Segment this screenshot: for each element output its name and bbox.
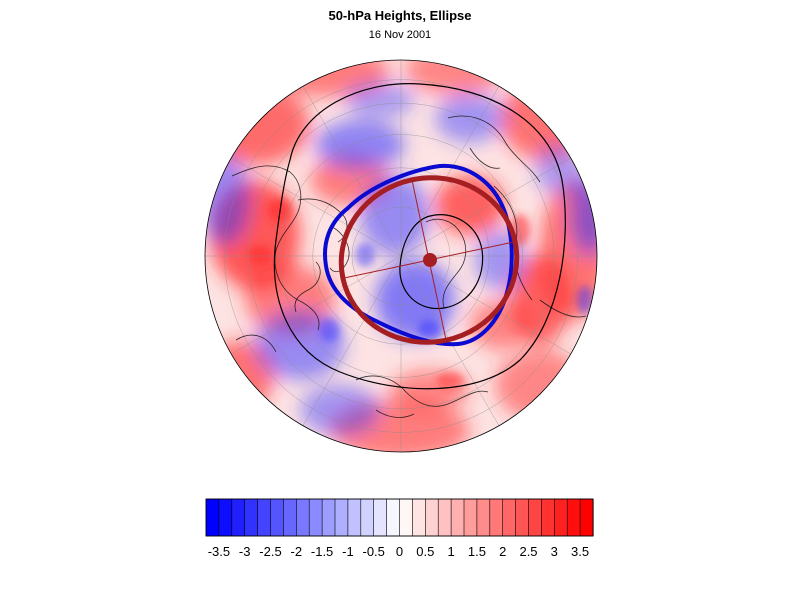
- colorbar-bin: [244, 498, 259, 537]
- colorbar-tick-label: 3: [550, 544, 558, 559]
- colorbar-bin: [308, 498, 323, 537]
- colorbar-bin: [205, 498, 220, 537]
- height-contours: [273, 83, 566, 390]
- colorbar-tick-label: -3.5: [207, 544, 231, 559]
- colorbar-tick-label: 0.5: [416, 544, 435, 559]
- colorbar-tick-label: -1: [342, 544, 354, 559]
- colorbar-tick-label: -2.5: [259, 544, 282, 559]
- colorbar-bin: [218, 498, 233, 537]
- colorbar-bin: [334, 498, 349, 537]
- positive-anomaly-region: [435, 175, 505, 235]
- positive-anomaly-region: [248, 245, 272, 265]
- colorbar-tick-label: 2: [499, 544, 507, 559]
- positive-anomaly-region: [405, 60, 505, 95]
- colorbar-tick-label: -1.5: [310, 544, 334, 559]
- colorbar-tick-label: -3: [238, 544, 251, 559]
- negative-anomaly-region: [577, 286, 593, 314]
- colorbar-bin: [399, 498, 413, 537]
- positive-anomaly-region: [470, 300, 530, 350]
- colorbar-bin: [295, 498, 310, 537]
- colorbar-tick-label: -2: [290, 544, 303, 559]
- negative-anomaly-region: [355, 243, 375, 267]
- colorbar-bin: [257, 498, 272, 537]
- colorbar-bin: [489, 498, 504, 537]
- positive-anomaly-region: [436, 372, 464, 388]
- colorbar-bin: [476, 498, 491, 537]
- colorbar-bin: [347, 498, 362, 537]
- colorbar-bin: [424, 498, 439, 537]
- map-title: 50-hPa Heights, Ellipse: [328, 8, 472, 23]
- meridian-line: [302, 86, 402, 257]
- colorbar-tick-label: 1.5: [467, 544, 486, 559]
- colorbar-bin: [321, 498, 336, 537]
- negative-anomaly-region: [570, 175, 597, 255]
- colorbar-bin: [450, 498, 465, 537]
- colorbar-bin: [502, 498, 517, 537]
- negative-anomaly-region: [300, 385, 380, 435]
- negative-anomaly-region: [435, 93, 505, 143]
- negative-anomaly-region: [375, 260, 455, 340]
- meridian-line: [400, 255, 571, 355]
- colorbar-tick-label: 0: [395, 544, 404, 559]
- colorbar-bin: [231, 498, 246, 537]
- negative-anomaly-region: [418, 320, 442, 340]
- colorbar-bin: [412, 498, 426, 537]
- colorbar-tick-label: 1: [447, 544, 455, 559]
- colorbar-bin: [373, 498, 388, 537]
- colorbar-bin: [579, 498, 594, 537]
- colorbar-bin: [553, 498, 568, 537]
- colorbar-bin: [528, 498, 542, 537]
- colorbar-tick-label: 2.5: [519, 544, 538, 559]
- colorbar-bin: [515, 498, 530, 537]
- meridian-line: [400, 157, 571, 257]
- meridian-line: [400, 86, 500, 257]
- colorbar-bin: [566, 498, 581, 537]
- colorbar-tick-label: -0.5: [362, 544, 385, 559]
- vortex-edge: [323, 163, 514, 347]
- negative-anomaly-region: [315, 120, 405, 170]
- meridian-line: [231, 157, 402, 257]
- colorbar-bin: [463, 498, 478, 537]
- colorbar-bin: [437, 498, 452, 537]
- colorbar-bin: [541, 498, 555, 537]
- colorbar-tick-label: 3.5: [571, 544, 590, 559]
- negative-anomaly-region: [320, 318, 340, 342]
- colorbar-bin: [270, 498, 284, 537]
- meridian-line: [302, 255, 402, 426]
- globe-outline: [204, 59, 598, 453]
- colorbar-bin: [386, 498, 401, 537]
- ellipse-center: [423, 253, 437, 267]
- colorbar-bin: [283, 498, 297, 537]
- colorbar-bin: [360, 498, 375, 537]
- coastlines: [231, 115, 587, 418]
- map-date: 16 Nov 2001: [368, 29, 432, 41]
